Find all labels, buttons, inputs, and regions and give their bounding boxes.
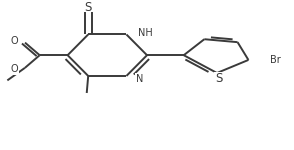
Text: Br: Br	[270, 55, 280, 65]
Text: NH: NH	[138, 28, 153, 38]
Text: O: O	[11, 64, 19, 74]
Text: N: N	[136, 74, 143, 84]
Text: S: S	[84, 1, 92, 14]
Text: O: O	[10, 36, 18, 46]
Text: S: S	[215, 72, 222, 85]
